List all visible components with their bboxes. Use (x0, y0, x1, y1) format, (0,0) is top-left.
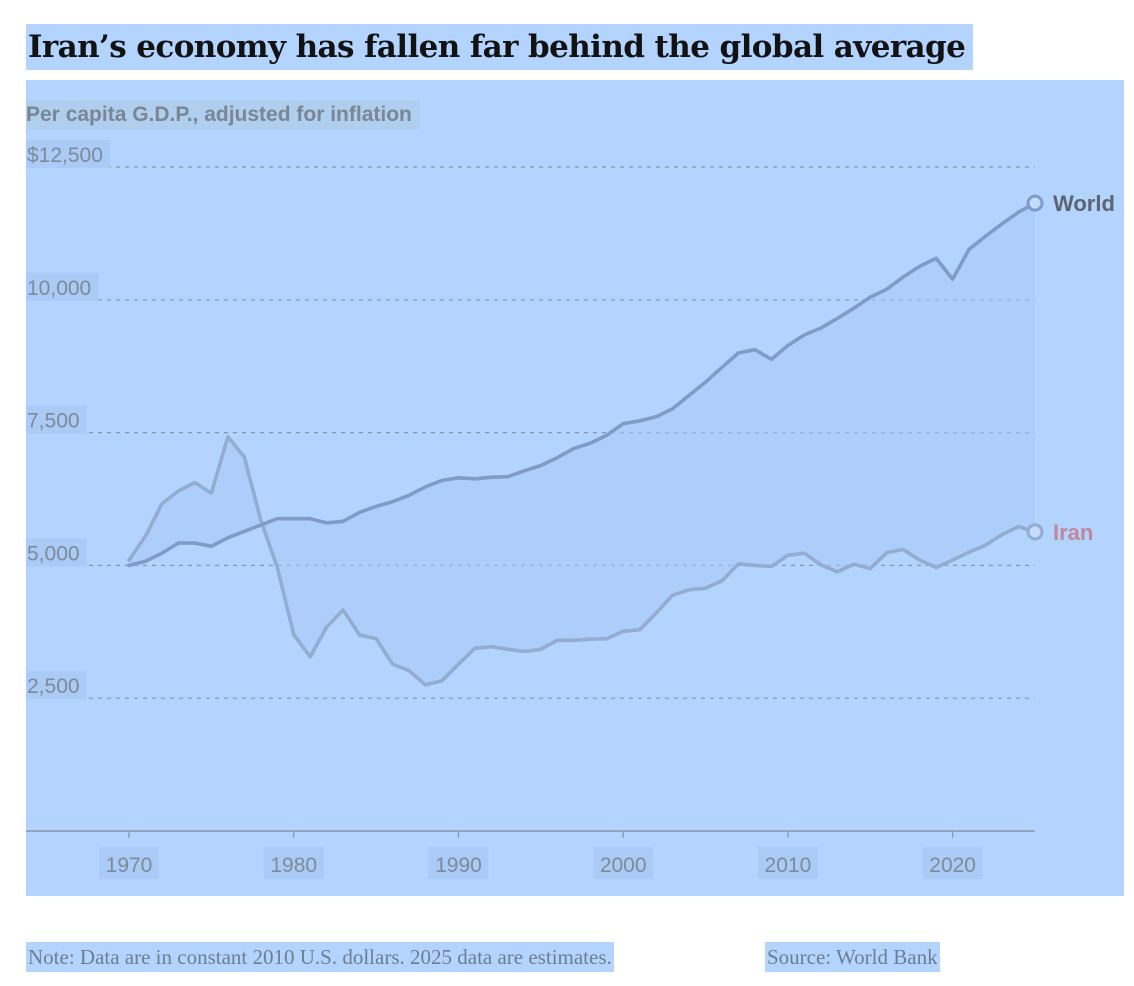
series-label-world: World (1053, 191, 1115, 216)
series-end-marker-world (1026, 194, 1044, 212)
x-tick-label-bg (263, 847, 324, 879)
x-tick-label: 2010 (765, 854, 812, 877)
y-tick-label: $12,500 (27, 144, 103, 167)
series-end-marker-iran (1026, 523, 1044, 541)
x-tick-label: 2020 (929, 854, 976, 877)
series-label-iran: Iran (1053, 520, 1093, 545)
y-tick-label: 10,000 (27, 277, 91, 300)
x-tick-label-bg (593, 847, 654, 879)
y-tick-label-bg (26, 538, 87, 567)
x-tick-label: 1990 (435, 854, 482, 877)
x-tick-label: 1970 (106, 854, 153, 877)
y-tick-label-bg (26, 405, 87, 434)
y-tick-label: 2,500 (27, 675, 80, 698)
series-line-world (127, 201, 1037, 568)
y-tick-label: 7,500 (27, 410, 80, 433)
chart-title: Iran’s economy has fallen far behind the… (26, 24, 974, 70)
y-tick-label-bg (26, 272, 99, 301)
y-tick-label-bg (26, 671, 87, 700)
gap-shading (129, 203, 1035, 685)
x-tick-label: 2000 (600, 854, 647, 877)
chart-subtitle: Per capita G.D.P., adjusted for inflatio… (26, 100, 420, 130)
x-tick-label-bg (99, 847, 159, 879)
chart-source: Source: World Bank (765, 942, 940, 972)
chart-note: Note: Data are in constant 2010 U.S. dol… (26, 942, 614, 972)
x-tick-label-bg (757, 847, 818, 879)
y-tick-label: 5,000 (27, 542, 80, 565)
series-line-iran (127, 435, 1037, 687)
x-tick-label-bg (922, 847, 983, 879)
y-tick-label-bg (26, 140, 110, 168)
x-tick-label: 1980 (270, 854, 317, 877)
x-tick-label-bg (428, 847, 489, 879)
